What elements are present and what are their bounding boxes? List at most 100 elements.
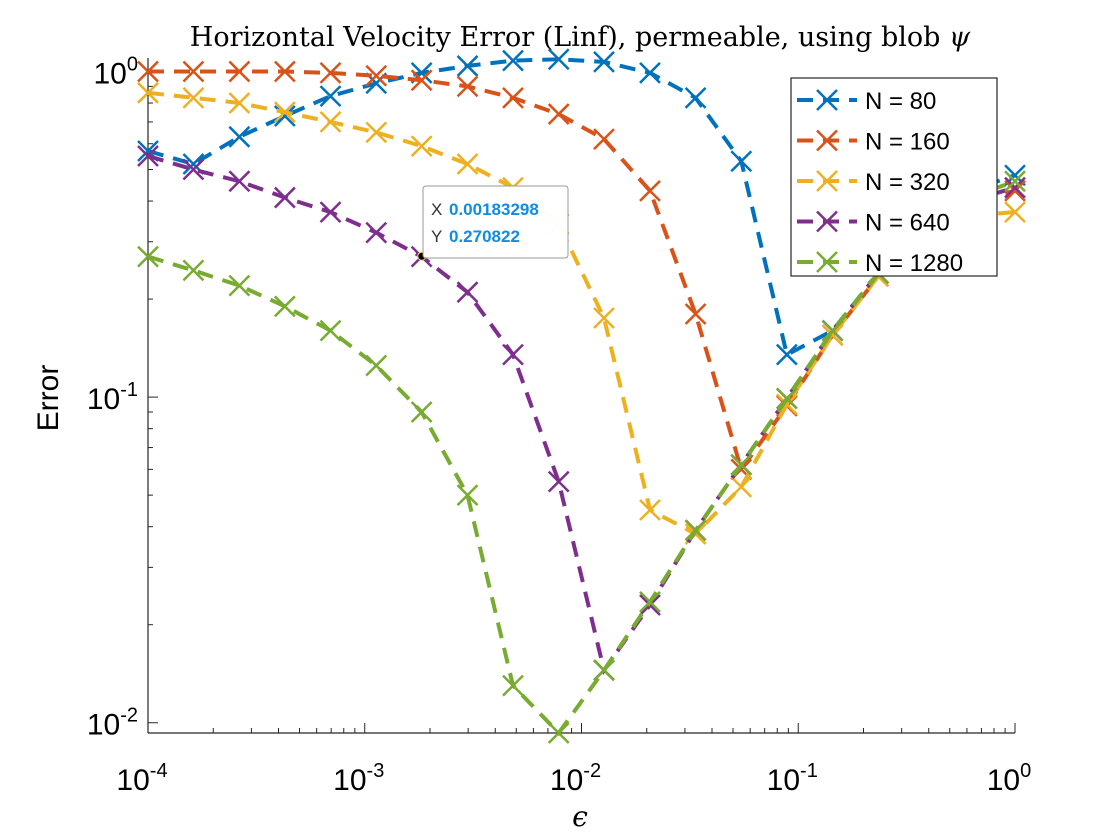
- x-tick-label: 10-4: [116, 760, 167, 797]
- legend-marker: [816, 210, 838, 233]
- y-tick-labels: 10-2 10-1 100: [87, 53, 138, 741]
- data-point: [639, 591, 661, 613]
- data-point: [730, 150, 753, 173]
- data-point: [639, 62, 661, 84]
- data-point: [228, 60, 251, 83]
- x-tick-label: 10-3: [333, 760, 384, 797]
- data-point: [502, 49, 524, 72]
- data-point: [410, 135, 433, 157]
- legend-label: N = 80: [865, 88, 936, 115]
- legend-item: N = 1280: [797, 250, 963, 277]
- data-point: [775, 387, 798, 410]
- data-point: [137, 145, 159, 167]
- data-point: [1004, 179, 1026, 202]
- data-point: [502, 86, 524, 109]
- data-point: [273, 186, 296, 209]
- series-line: [147, 90, 1016, 537]
- data-point: [593, 307, 615, 329]
- data-point: [456, 281, 479, 304]
- datatip-label: Y: [431, 227, 442, 246]
- data-point: [684, 303, 707, 325]
- data-point: [182, 86, 205, 109]
- data-point: [319, 111, 342, 133]
- legend-box: [790, 77, 998, 277]
- data-point: [1004, 176, 1026, 199]
- datatip-label: X: [431, 200, 442, 219]
- legend-label: N = 320: [865, 169, 950, 196]
- data-point: [593, 659, 615, 682]
- data-point: [228, 125, 251, 148]
- data-point: [547, 103, 570, 125]
- data-point: [456, 153, 479, 175]
- y-tick-label: 10-2: [87, 705, 138, 742]
- data-point: [137, 245, 159, 268]
- x-tick-labels: 10-4 10-3 10-2 10-1 100: [116, 760, 1031, 797]
- data-point: [502, 674, 524, 697]
- data-point: [365, 64, 388, 87]
- data-point: [547, 470, 570, 493]
- data-point: [273, 101, 296, 124]
- data-point: [182, 259, 205, 282]
- chart-title-text: Horizontal Velocity Error (Linf), permea…: [190, 22, 949, 53]
- data-point: [365, 354, 388, 377]
- data-point: [273, 295, 296, 318]
- datatip-value: 0.00183298: [449, 200, 539, 219]
- datatip-value: 0.270822: [449, 227, 520, 246]
- data-point: [456, 55, 479, 77]
- x-tick-label: 10-1: [767, 760, 818, 797]
- legend: N = 80 N = 160 N = 320 N = 640 N = 1280: [790, 77, 998, 277]
- data-point: [319, 85, 342, 108]
- data-point: [775, 343, 798, 366]
- data-point: [228, 274, 251, 297]
- series-5: [137, 170, 1026, 744]
- data-point: [730, 476, 753, 498]
- chart-title: Horizontal Velocity Error (Linf), permea…: [190, 22, 971, 53]
- data-point: [273, 60, 296, 83]
- data-point: [730, 453, 753, 476]
- legend-item: N = 640: [797, 210, 950, 237]
- legend-label: N = 160: [865, 129, 950, 156]
- data-point: [593, 128, 615, 150]
- data-point: [547, 48, 570, 71]
- legend-label: N = 1280: [865, 250, 963, 277]
- data-point: [182, 158, 205, 181]
- x-axis-label: ϵ: [572, 800, 588, 833]
- data-point: [639, 179, 661, 202]
- data-point: [137, 60, 159, 83]
- y-tick-label: 100: [94, 53, 139, 90]
- datatip[interactable]: X 0.00183298 Y 0.270822: [417, 185, 569, 261]
- data-point: [365, 121, 388, 144]
- data-point: [821, 319, 844, 342]
- data-point: [319, 319, 342, 342]
- data-point: [365, 221, 388, 244]
- data-point: [410, 69, 433, 92]
- legend-item: N = 160: [797, 129, 950, 156]
- data-point: [1004, 170, 1026, 193]
- data-point: [228, 170, 251, 193]
- data-point: [137, 81, 159, 104]
- data-point: [1004, 201, 1026, 223]
- legend-marker: [816, 89, 838, 111]
- data-point: [410, 401, 433, 423]
- data-point: [684, 86, 707, 109]
- x-tick-label: 100: [987, 760, 1032, 797]
- data-point: [456, 75, 479, 98]
- data-point: [228, 92, 251, 114]
- legend-label: N = 640: [865, 210, 950, 237]
- legend-marker: [816, 170, 838, 192]
- legend-item: N = 320: [797, 169, 950, 196]
- data-point: [456, 484, 479, 507]
- data-point: [639, 499, 661, 521]
- data-point: [547, 722, 570, 744]
- data-point: [182, 60, 205, 83]
- data-point: [319, 62, 342, 84]
- legend-marker: [816, 129, 838, 152]
- data-point: [319, 201, 342, 223]
- x-tick-label: 10-2: [550, 760, 601, 797]
- legend-marker: [816, 251, 838, 273]
- data-point: [502, 343, 524, 366]
- y-axis-label: Error: [32, 365, 65, 432]
- chart-title-symbol: ψ: [949, 22, 971, 53]
- series-line: [147, 179, 1016, 737]
